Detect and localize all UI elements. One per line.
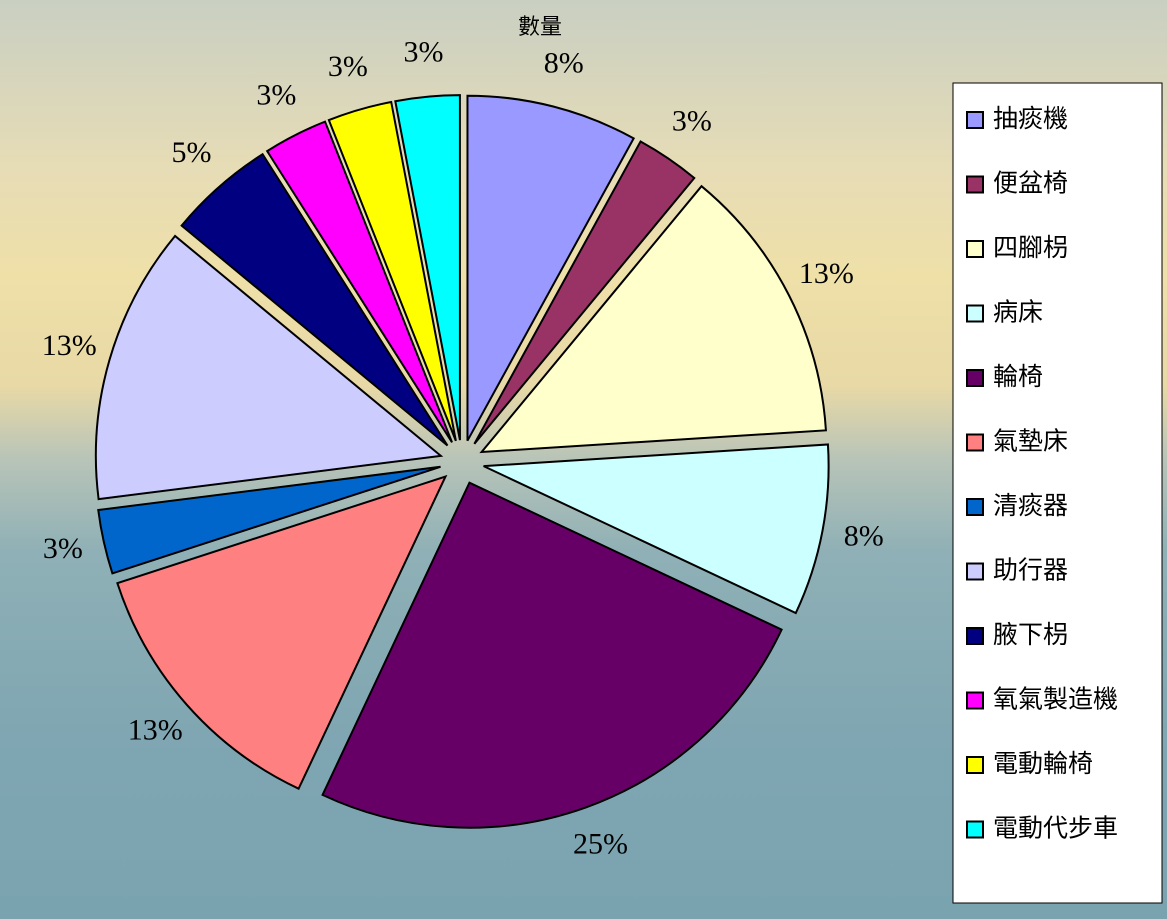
legend-swatch bbox=[967, 564, 983, 580]
legend-swatch bbox=[967, 693, 983, 709]
legend-label: 氣墊床 bbox=[993, 427, 1068, 456]
legend-label: 氧氣製造機 bbox=[993, 685, 1118, 714]
legend-label: 抽痰機 bbox=[993, 104, 1068, 133]
legend-label: 清痰器 bbox=[993, 491, 1068, 520]
legend-label: 四腳枴 bbox=[993, 233, 1068, 262]
legend-swatch bbox=[967, 822, 983, 838]
data-label: 3% bbox=[256, 78, 296, 111]
legend-swatch bbox=[967, 757, 983, 773]
legend-swatch bbox=[967, 306, 983, 322]
legend-label: 電動代步車 bbox=[993, 814, 1118, 843]
data-label: 3% bbox=[328, 50, 368, 83]
data-label: 3% bbox=[43, 532, 83, 565]
legend-swatch bbox=[967, 628, 983, 644]
data-label: 13% bbox=[128, 713, 183, 746]
legend-label: 輪椅 bbox=[993, 362, 1043, 391]
legend-label: 便盆椅 bbox=[993, 169, 1068, 198]
data-label: 8% bbox=[844, 520, 884, 553]
legend-swatch bbox=[967, 435, 983, 451]
data-label: 25% bbox=[573, 828, 628, 861]
legend-label: 助行器 bbox=[993, 556, 1068, 585]
legend-label: 電動輪椅 bbox=[993, 749, 1093, 778]
chart: 數量 8% 3% 13% 8% 25% 13% 3% 13% 5% 3% 3% 3% 抽痰機便盆椅四腳枴… bbox=[0, 0, 1167, 919]
data-label: 13% bbox=[799, 257, 854, 290]
data-label: 5% bbox=[172, 136, 212, 169]
legend-swatch bbox=[967, 241, 983, 257]
data-label: 8% bbox=[544, 47, 584, 80]
data-label: 13% bbox=[42, 329, 97, 362]
legend-swatch bbox=[967, 112, 983, 128]
legend-swatch bbox=[967, 370, 983, 386]
legend-swatch bbox=[967, 177, 983, 193]
page: 數量 8% 3% 13% 8% 25% 13% 3% 13% 5% 3% 3% 3% 抽痰機便盆椅四腳枴… bbox=[0, 0, 1167, 919]
legend-label: 病床 bbox=[993, 298, 1043, 327]
data-label: 3% bbox=[404, 36, 444, 69]
chart-title: 數量 bbox=[518, 15, 562, 40]
legend-label: 腋下枴 bbox=[993, 620, 1068, 649]
legend-swatch bbox=[967, 499, 983, 515]
data-label: 3% bbox=[672, 105, 712, 138]
